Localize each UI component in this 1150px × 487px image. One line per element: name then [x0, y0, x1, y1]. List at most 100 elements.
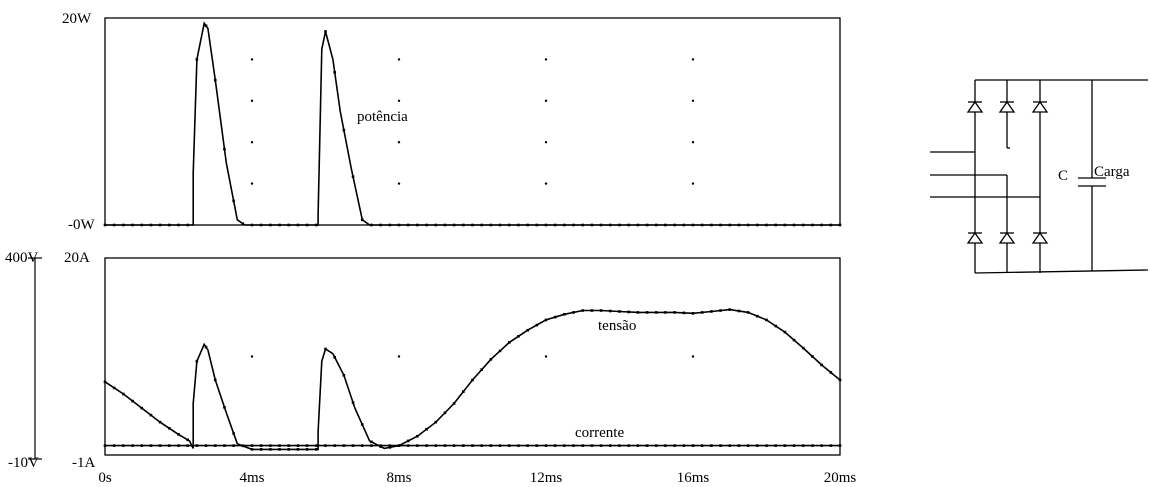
- grid-dot: [691, 58, 695, 61]
- series-point-marker: [480, 223, 483, 227]
- series-point-marker: [388, 223, 392, 227]
- series-point-marker: [112, 386, 116, 390]
- x-tick-label: 12ms: [530, 470, 563, 486]
- series-point-marker: [177, 223, 180, 227]
- series-point-marker: [112, 223, 116, 227]
- series-point-marker: [517, 335, 520, 338]
- series-point-marker: [204, 24, 208, 28]
- series-point-marker: [664, 223, 667, 227]
- series-point-marker: [572, 444, 575, 447]
- series-point-marker: [498, 223, 502, 227]
- series-point-marker: [379, 444, 382, 447]
- series-point-marker: [728, 223, 732, 227]
- series-point-marker: [572, 311, 575, 314]
- series-point-marker: [774, 324, 777, 328]
- load-label: Carga: [1094, 164, 1130, 180]
- series-point-marker: [131, 399, 134, 403]
- series-point-marker: [406, 439, 410, 443]
- series-point-marker: [269, 448, 272, 451]
- series-point-marker: [517, 444, 520, 447]
- series-point-marker: [425, 427, 428, 431]
- series-point-marker: [563, 444, 566, 447]
- voltage-y-tick-top: 400V: [5, 250, 39, 266]
- series-point-marker: [186, 223, 189, 227]
- series-point-marker: [829, 444, 833, 447]
- series-point-marker: [691, 312, 695, 315]
- grid-dot: [397, 141, 401, 144]
- series-point-marker: [783, 444, 787, 447]
- series-point-marker: [333, 71, 336, 74]
- series-point-marker: [452, 402, 456, 405]
- series-point-marker: [158, 444, 162, 447]
- series-point-marker: [305, 444, 309, 447]
- series-point-marker: [397, 444, 401, 447]
- series-point-marker: [811, 355, 814, 358]
- series-point-marker: [360, 444, 364, 447]
- series-point-marker: [103, 380, 107, 384]
- series-point-marker: [599, 223, 603, 227]
- series-point-marker: [507, 223, 511, 227]
- series-point-marker: [645, 444, 649, 447]
- series-point-marker: [186, 438, 189, 442]
- series-point-marker: [820, 444, 823, 447]
- series-point-marker: [636, 311, 640, 314]
- series-point-marker: [140, 444, 144, 447]
- series-point-marker: [820, 363, 823, 367]
- series-point-marker: [719, 309, 722, 312]
- vi-grid: [250, 355, 695, 358]
- series-point-marker: [645, 223, 649, 227]
- series-point-marker: [186, 444, 189, 447]
- series-point-marker: [710, 444, 713, 447]
- series-point-marker: [544, 223, 548, 227]
- grid-dot: [544, 355, 548, 358]
- series-point-marker: [480, 368, 483, 371]
- series-point-marker: [645, 311, 649, 314]
- series-point-marker: [599, 309, 603, 312]
- series-point-marker: [691, 444, 695, 447]
- series-point-marker: [792, 338, 796, 342]
- series-point-marker: [425, 444, 428, 447]
- series-point-marker: [682, 311, 686, 315]
- series-point-marker: [342, 128, 346, 132]
- rectifier-circuit-diagram: [930, 79, 1149, 274]
- series-point-marker: [324, 347, 327, 351]
- series-point-marker: [140, 406, 144, 410]
- series-point-marker: [599, 444, 603, 447]
- diode-icon: [998, 231, 1016, 244]
- series-point-marker: [719, 223, 722, 227]
- series-point-marker: [700, 223, 704, 227]
- series-point-marker: [177, 433, 180, 436]
- series-point-marker: [535, 444, 539, 447]
- series-point-marker: [544, 318, 548, 322]
- grid-dot: [544, 182, 548, 185]
- grid-dot: [544, 99, 548, 103]
- series-point-marker: [250, 448, 254, 451]
- grid-dot: [397, 355, 401, 358]
- grid-dot: [544, 58, 548, 61]
- series-point-marker: [746, 223, 750, 227]
- series-point-marker: [654, 223, 658, 227]
- series-point-marker: [315, 448, 318, 451]
- series-point-marker: [801, 444, 805, 447]
- power-plot-frame: [104, 17, 841, 226]
- series-point-marker: [609, 223, 612, 227]
- series-point-marker: [489, 358, 493, 361]
- series-point-marker: [388, 446, 392, 449]
- series-point-marker: [287, 448, 291, 451]
- series-point-marker: [774, 223, 777, 227]
- series-point-marker: [471, 223, 474, 227]
- series-point-marker: [563, 312, 566, 316]
- series-point-marker: [636, 444, 640, 447]
- series-point-marker: [452, 444, 456, 447]
- series-point-marker: [232, 199, 235, 203]
- series-point-marker: [627, 310, 630, 314]
- series-point-marker: [553, 444, 557, 447]
- series-point-marker: [728, 308, 732, 311]
- grid-dot: [250, 355, 254, 358]
- x-axis-tick-labels: 0s 4ms 8ms 12ms 16ms 20ms: [98, 470, 856, 486]
- series-point-marker: [691, 223, 695, 227]
- grid-dot: [250, 182, 254, 185]
- power-y-tick-top: 20W: [62, 11, 92, 27]
- series-point-marker: [195, 58, 199, 61]
- diode-icon: [966, 100, 984, 113]
